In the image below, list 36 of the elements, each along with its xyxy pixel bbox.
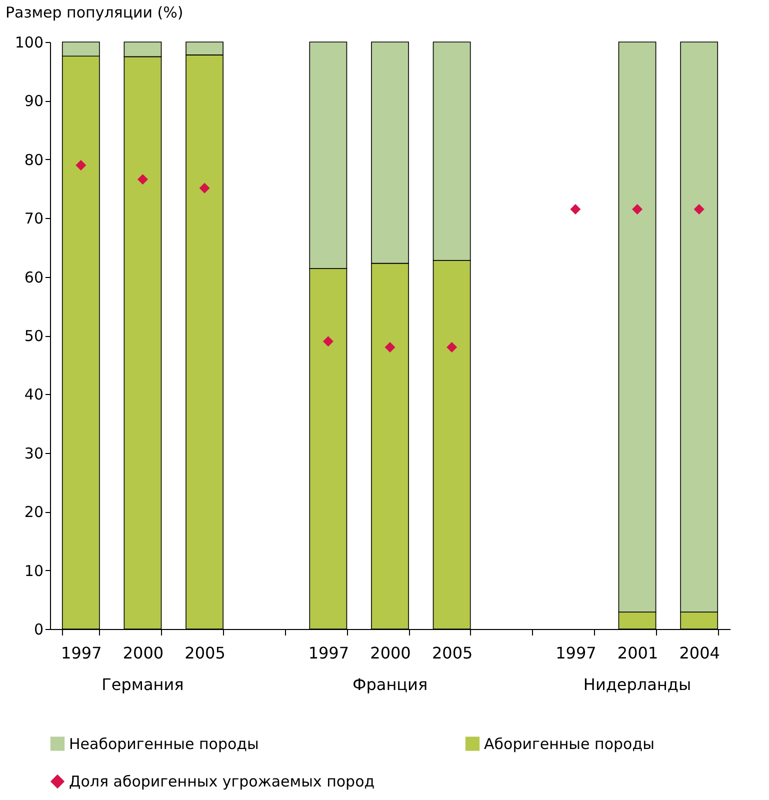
legend-label: Неаборигенные породы xyxy=(69,734,259,753)
y-tick-label: 40 xyxy=(24,386,44,404)
legend-label: Доля аборигенных угрожаемых пород xyxy=(69,772,375,790)
y-tick-label: 20 xyxy=(24,503,44,522)
text: Франция xyxy=(352,675,428,694)
legend-label: Аборигенные породы xyxy=(484,734,654,753)
y-tick-label: 80 xyxy=(24,150,44,169)
point xyxy=(384,342,396,352)
point xyxy=(199,182,210,194)
y-tick-label: 90 xyxy=(24,92,44,110)
y-tick-label: 10 xyxy=(24,562,44,580)
y-axis-title: Размер популяции (%) xyxy=(6,4,184,22)
x-tick-label: 2001 xyxy=(617,644,658,662)
point xyxy=(76,160,86,171)
point xyxy=(632,204,643,215)
x-tick-label: 2004 xyxy=(679,644,720,662)
point xyxy=(570,204,581,215)
point xyxy=(137,174,148,185)
point xyxy=(446,342,458,352)
x-tick-label: 1997 xyxy=(308,644,350,662)
text: Германия xyxy=(102,675,184,694)
y-tick-label: 30 xyxy=(24,444,44,462)
x-tick-label: 2000 xyxy=(122,644,164,662)
x-tick-label: 2005 xyxy=(184,644,226,662)
x-tick-label: 2005 xyxy=(432,644,473,662)
y-tick-label: 50 xyxy=(24,327,44,345)
y-tick-label: 70 xyxy=(24,210,44,228)
point xyxy=(694,204,704,215)
x-tick-label: 1997 xyxy=(61,644,102,662)
x-tick-label: 2000 xyxy=(370,644,411,662)
text: Нидерланды xyxy=(583,675,692,694)
point xyxy=(322,336,334,347)
y-tick-label: 60 xyxy=(24,268,44,286)
y-tick-label: 100 xyxy=(14,34,44,52)
y-tick-label: 0 xyxy=(34,620,44,638)
x-tick-label: 1997 xyxy=(556,644,596,662)
